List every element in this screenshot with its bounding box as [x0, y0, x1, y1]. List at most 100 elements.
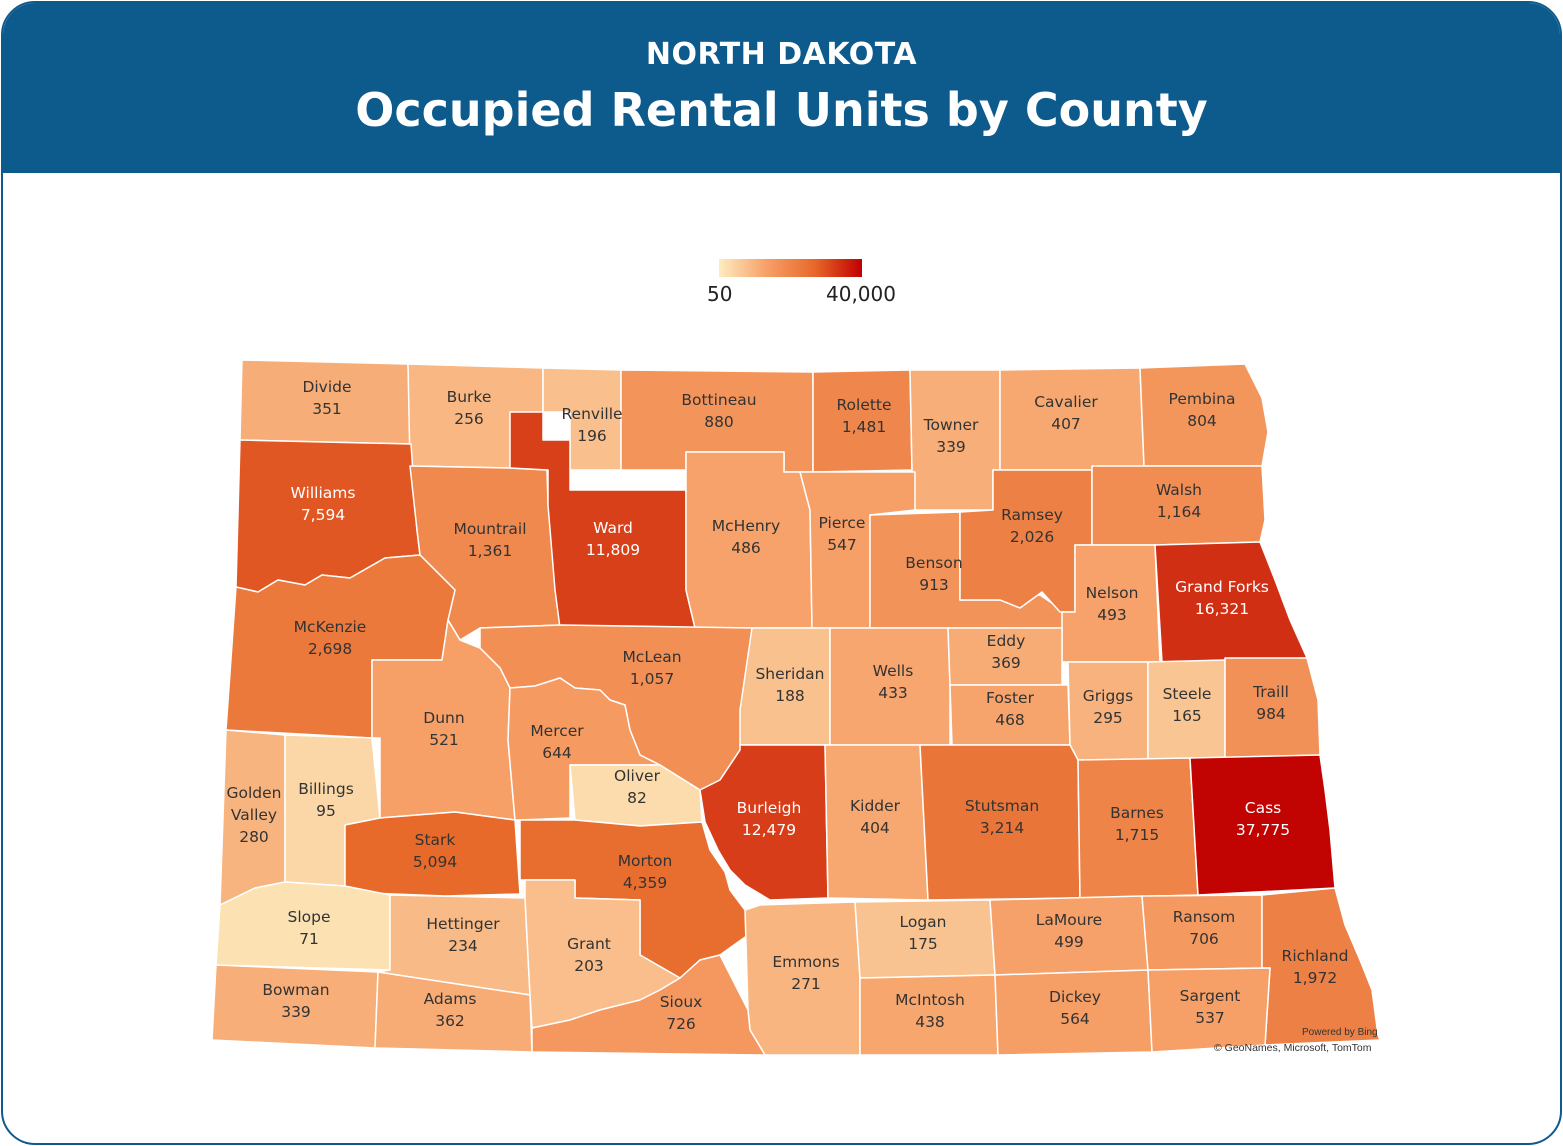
- page-supertitle: NORTH DAKOTA: [645, 37, 918, 72]
- county-value-grant: 203: [574, 957, 604, 975]
- county-name-benson: Benson: [905, 554, 962, 572]
- county-name-nelson: Nelson: [1086, 584, 1139, 602]
- county-value-emmons: 271: [791, 975, 821, 993]
- county-name-pierce: Pierce: [819, 514, 866, 532]
- county-name-stark: Stark: [415, 831, 456, 849]
- county-name-rolette: Rolette: [836, 396, 891, 414]
- county-value-barnes: 1,715: [1115, 826, 1159, 844]
- county-name-mchenry: McHenry: [712, 517, 780, 535]
- county-value-billings: 95: [316, 802, 336, 820]
- county-value-pierce: 547: [827, 536, 857, 554]
- county-name-richland: Richland: [1282, 947, 1349, 965]
- county-value-traill: 984: [1256, 705, 1286, 723]
- county-nelson[interactable]: [1061, 544, 1161, 663]
- county-name-divide: Divide: [302, 378, 351, 396]
- county-value-sargent: 537: [1195, 1009, 1225, 1027]
- county-value-sheridan: 188: [775, 687, 805, 705]
- county-name-renville: Renville: [561, 405, 622, 423]
- county-value-ward: 11,809: [586, 541, 640, 559]
- county-value-mclean: 1,057: [630, 670, 674, 688]
- county-name-towner: Towner: [923, 416, 979, 434]
- county-name-morton: Morton: [618, 852, 673, 870]
- county-value-stark: 5,094: [413, 853, 457, 871]
- page-title: Occupied Rental Units by County: [355, 83, 1208, 137]
- county-name-adams: Adams: [424, 990, 477, 1008]
- county-value-dunn: 521: [429, 731, 459, 749]
- county-name-slope: Slope: [287, 908, 330, 926]
- county-burleigh[interactable]: [699, 744, 829, 901]
- county-name-cavalier: Cavalier: [1034, 393, 1098, 411]
- county-value-cavalier: 407: [1051, 415, 1081, 433]
- county-value-ramsey: 2,026: [1010, 528, 1054, 546]
- county-value-slope: 71: [299, 930, 319, 948]
- county-value-lamoure: 499: [1054, 933, 1084, 951]
- county-name-mountrail: Mountrail: [453, 520, 526, 538]
- county-sargent[interactable]: [1147, 967, 1271, 1053]
- county-name-ramsey: Ramsey: [1001, 506, 1063, 524]
- county-value-mchenry: 486: [731, 539, 761, 557]
- map-copyright-text: © GeoNames, Microsoft, TomTom: [1214, 1042, 1372, 1054]
- county-value-bottineau: 880: [704, 413, 734, 431]
- county-name-griggs: Griggs: [1083, 687, 1133, 705]
- county-sioux[interactable]: [531, 954, 766, 1056]
- county-name-grant: Grant: [567, 935, 611, 953]
- county-name-foster: Foster: [986, 689, 1035, 707]
- county-value-kidder: 404: [860, 819, 890, 837]
- county-name-walsh: Walsh: [1156, 481, 1202, 499]
- county-name-logan: Logan: [899, 913, 946, 931]
- county-name-bottineau: Bottineau: [681, 391, 756, 409]
- county-name-wells: Wells: [873, 662, 914, 680]
- county-name-burke: Burke: [447, 388, 492, 406]
- county-value-dickey: 564: [1060, 1010, 1090, 1028]
- header-banner: NORTH DAKOTA Occupied Rental Units by Co…: [3, 3, 1560, 173]
- county-name-goldenvalley: Golden Valley: [227, 784, 282, 824]
- county-name-hettinger: Hettinger: [426, 915, 500, 933]
- county-value-mcintosh: 438: [915, 1013, 945, 1031]
- county-value-burke: 256: [454, 410, 484, 428]
- county-name-steele: Steele: [1163, 685, 1212, 703]
- county-name-mclean: McLean: [622, 648, 681, 666]
- county-value-mountrail: 1,361: [468, 542, 512, 560]
- county-slope[interactable]: [215, 881, 391, 971]
- county-value-renville: 196: [577, 427, 607, 445]
- legend-min-label: 50: [707, 282, 733, 306]
- county-richland[interactable]: [1261, 887, 1381, 1046]
- county-name-pembina: Pembina: [1169, 390, 1236, 408]
- county-value-cass: 37,775: [1236, 821, 1290, 839]
- county-value-burleigh: 12,479: [742, 821, 796, 839]
- county-value-ransom: 706: [1189, 930, 1219, 948]
- county-name-bowman: Bowman: [262, 981, 329, 999]
- county-name-ransom: Ransom: [1173, 908, 1235, 926]
- county-value-stutsman: 3,214: [980, 819, 1024, 837]
- county-value-oliver: 82: [627, 789, 647, 807]
- county-name-stutsman: Stutsman: [965, 797, 1039, 815]
- county-value-morton: 4,359: [623, 874, 667, 892]
- county-value-mercer: 644: [542, 744, 572, 762]
- county-name-sheridan: Sheridan: [755, 665, 824, 683]
- county-value-steele: 165: [1172, 707, 1202, 725]
- county-value-divide: 351: [312, 400, 342, 418]
- county-name-sioux: Sioux: [660, 993, 703, 1011]
- county-name-sargent: Sargent: [1180, 987, 1241, 1005]
- county-value-foster: 468: [995, 711, 1025, 729]
- county-value-sioux: 726: [666, 1015, 696, 1033]
- county-name-mercer: Mercer: [530, 722, 584, 740]
- powered-by-text: Powered by Bing: [1302, 1027, 1378, 1038]
- county-name-kidder: Kidder: [850, 797, 901, 815]
- county-value-mckenzie: 2,698: [308, 640, 352, 658]
- county-name-mckenzie: McKenzie: [294, 618, 367, 636]
- county-value-nelson: 493: [1097, 606, 1127, 624]
- county-value-williams: 7,594: [301, 506, 345, 524]
- county-mercer[interactable]: [507, 677, 661, 821]
- county-value-rolette: 1,481: [842, 418, 886, 436]
- county-value-grandforks: 16,321: [1195, 600, 1249, 618]
- county-name-dunn: Dunn: [423, 709, 464, 727]
- county-value-benson: 913: [919, 576, 949, 594]
- county-wells[interactable]: [829, 627, 951, 746]
- county-value-richland: 1,972: [1293, 969, 1337, 987]
- county-traill[interactable]: [1224, 657, 1321, 759]
- legend-max-label: 40,000: [826, 282, 896, 306]
- county-name-emmons: Emmons: [772, 953, 839, 971]
- county-name-billings: Billings: [298, 780, 354, 798]
